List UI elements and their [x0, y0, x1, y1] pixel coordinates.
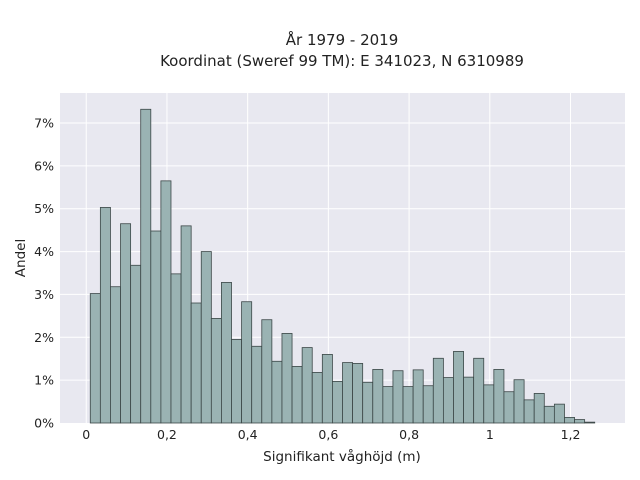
histogram-bar [352, 363, 364, 424]
histogram-bar [503, 391, 515, 424]
histogram-bar [150, 230, 162, 424]
histogram-bar [200, 251, 212, 424]
histogram-bar [160, 180, 172, 424]
y-tick-label: 5% [34, 201, 54, 216]
histogram-bar [453, 351, 464, 424]
histogram-bar [99, 207, 111, 424]
histogram-bar [483, 384, 495, 424]
x-axis-ticks: 0 0,2 0,4 0,6 0,8 1 1,2 [82, 427, 580, 442]
histogram-bar [513, 379, 525, 424]
y-tick-label: 0% [34, 416, 54, 431]
histogram-bar [180, 225, 192, 424]
x-tick-label: 0,6 [318, 427, 338, 442]
x-tick-label: 0,2 [157, 427, 177, 442]
histogram-bar [553, 403, 565, 424]
histogram-bar [442, 377, 454, 424]
histogram-bar [342, 362, 353, 424]
chart-title-line2: Koordinat (Sweref 99 TM): E 341023, N 63… [160, 52, 524, 70]
histogram-bar [523, 399, 535, 424]
histogram-bar [120, 223, 132, 424]
histogram-bar [210, 318, 222, 424]
histogram-bar [564, 417, 575, 424]
histogram-bar [251, 345, 263, 424]
histogram-bar [110, 286, 121, 424]
y-tick-label: 7% [34, 116, 54, 131]
histogram-bar [543, 405, 555, 424]
histogram-bar [170, 273, 182, 424]
histogram-bar [412, 369, 424, 424]
histogram-bar [473, 357, 485, 424]
histogram-bar [271, 360, 283, 424]
x-axis-label: Signifikant våghöjd (m) [263, 448, 421, 465]
histogram-bar [130, 264, 142, 424]
x-tick-label: 0,4 [238, 427, 258, 442]
histogram-bar [321, 354, 333, 424]
histogram-bar [89, 293, 101, 424]
histogram-bar [493, 369, 505, 424]
x-tick-label: 1,2 [561, 427, 581, 442]
histogram-bar [291, 366, 303, 424]
histogram-bar [281, 333, 293, 424]
x-tick-label: 0,8 [399, 427, 419, 442]
histogram-bar [261, 319, 273, 424]
histogram-bar [311, 372, 323, 424]
y-tick-label: 2% [34, 330, 54, 345]
histogram-bar [463, 376, 475, 424]
y-tick-label: 4% [34, 244, 54, 259]
x-tick-label: 1 [486, 427, 494, 442]
histogram-bar [221, 282, 232, 424]
bars [89, 108, 596, 424]
histogram-bar [402, 386, 414, 424]
histogram-bar [382, 386, 394, 424]
histogram-bar [422, 385, 434, 424]
histogram-bar [301, 347, 313, 424]
histogram-bar [432, 357, 444, 424]
y-axis-label: Andel [13, 239, 29, 277]
y-tick-label: 6% [34, 158, 54, 173]
y-axis-ticks: 0% 1% 2% 3% 4% 5% 6% 7% [34, 116, 54, 431]
histogram-bar [584, 421, 596, 424]
histogram-bar [140, 108, 152, 424]
histogram-bar [372, 369, 384, 424]
chart-title-line1: År 1979 - 2019 [286, 30, 399, 49]
histogram-bar [574, 419, 586, 424]
histogram-bar [332, 381, 343, 424]
histogram-bar [533, 393, 545, 424]
histogram-bar [241, 301, 253, 424]
histogram-bar [362, 381, 374, 424]
histogram-bar [392, 370, 404, 424]
histogram-bar [190, 302, 202, 424]
y-tick-label: 3% [34, 287, 54, 302]
x-tick-label: 0 [82, 427, 90, 442]
histogram-bar [231, 339, 243, 424]
y-tick-label: 1% [34, 373, 54, 388]
